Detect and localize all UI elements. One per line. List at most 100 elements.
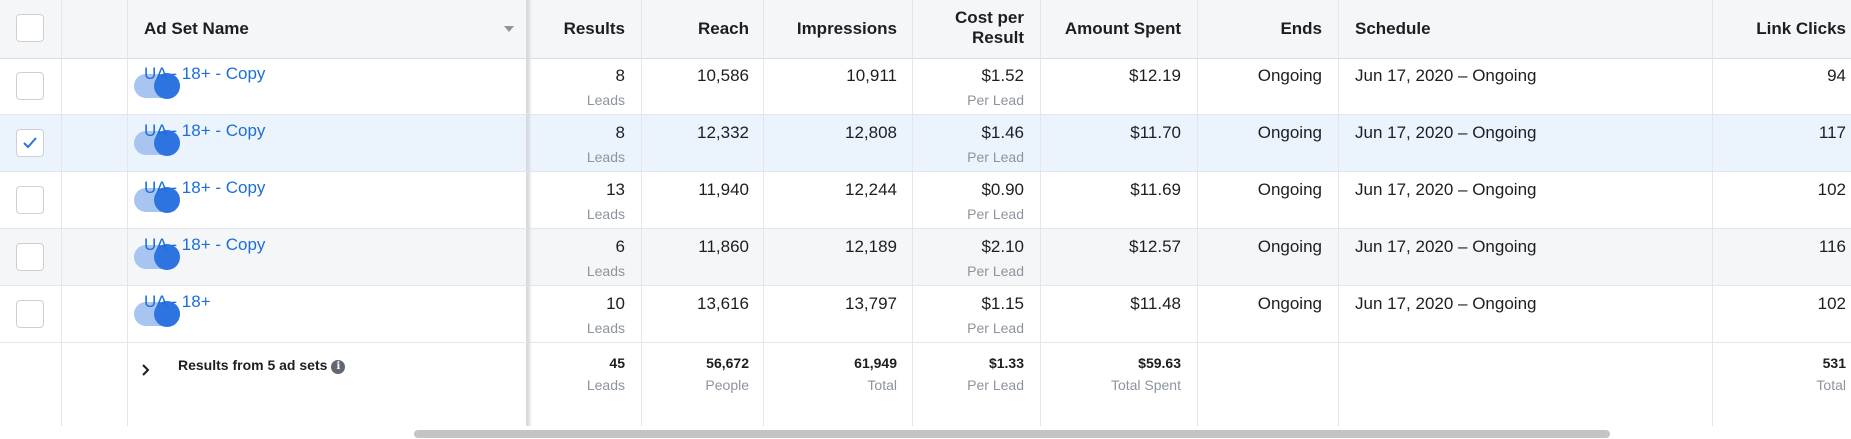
schedule-value: Jun 17, 2020 – Ongoing [1355,180,1537,199]
header-reach-label: Reach [697,19,749,38]
impressions-value: 12,244 [845,180,897,199]
header-ad-set-name[interactable]: Ad Set Name [128,0,528,58]
ends-value: Ongoing [1257,123,1322,142]
results-value: 10 [606,294,625,313]
header-ends-label: Ends [1280,19,1322,38]
reach-value: 10,586 [697,66,749,85]
results-unit: Leads [586,320,625,336]
amount-spent-value: $11.69 [1130,180,1181,199]
toggle-knob [154,130,180,156]
chevron-right-icon[interactable] [142,363,150,381]
impressions-value: 12,189 [845,237,897,256]
amount-spent-value: $11.48 [1130,294,1181,313]
reach-value: 11,860 [698,237,749,256]
chevron-down-icon[interactable] [504,26,514,32]
header-amount-spent[interactable]: Amount Spent [1041,0,1198,58]
amount-spent-value: $12.19 [1129,66,1181,85]
header-cost-per-result[interactable]: Cost per Result [913,0,1041,58]
row-checkbox[interactable] [16,243,44,271]
header-schedule[interactable]: Schedule [1339,0,1713,58]
row-checkbox[interactable] [16,300,44,328]
ad-set-toggle[interactable] [134,244,180,270]
table-header: Ad Set Name Results Reach Impressions Co… [0,0,1851,59]
schedule-value: Jun 17, 2020 – Ongoing [1355,237,1537,256]
summary-label-wrap: Results from 5 ad sets i [178,357,346,374]
summary-spent-unit: Total Spent [1110,377,1181,393]
ad-set-name-link[interactable]: UA - 18+ - Copy [144,178,266,197]
results-unit: Leads [586,206,625,222]
cost-per-result-unit: Per Lead [967,92,1024,108]
header-schedule-label: Schedule [1355,19,1431,38]
impressions-value: 13,797 [845,294,897,313]
header-impressions[interactable]: Impressions [764,0,913,58]
header-link-clicks-label: Link Clicks [1756,19,1846,38]
results-unit: Leads [586,92,625,108]
ad-set-toggle[interactable] [134,187,180,213]
cost-per-result-unit: Per Lead [967,206,1024,222]
summary-impressions-value: 61,949 [854,355,897,371]
table-row[interactable]: UA - 18+ 10 Leads 13,616 13,797 $1.15 Per … [0,286,1851,343]
schedule-value: Jun 17, 2020 – Ongoing [1355,294,1537,313]
reach-value: 13,616 [697,294,749,313]
info-icon[interactable]: i [331,360,346,374]
cost-per-result-value: $0.90 [981,180,1024,199]
header-toggle-cell [62,0,128,58]
link-clicks-value: 117 [1818,123,1846,142]
cost-per-result-value: $1.15 [981,294,1024,313]
ends-value: Ongoing [1257,237,1322,256]
toggle-knob [154,244,180,270]
header-ends[interactable]: Ends [1198,0,1339,58]
table-row[interactable]: UA - 18+ - Copy 8 Leads 12,332 12,808 $1.… [0,115,1851,172]
results-value: 8 [615,66,625,85]
link-clicks-value: 102 [1817,294,1846,313]
summary-clicks-unit: Total [1816,377,1846,393]
toggle-knob [154,187,180,213]
header-impressions-label: Impressions [796,19,897,38]
frozen-column-shadow [528,0,532,426]
toggle-knob [154,73,180,99]
select-all-checkbox[interactable] [16,14,44,42]
cost-per-result-value: $2.10 [981,237,1024,256]
cost-per-result-unit: Per Lead [967,263,1024,279]
summary-impressions-unit: Total [867,377,897,393]
toggle-knob [154,301,180,327]
ad-set-name-link[interactable]: UA - 18+ [144,292,211,311]
summary-results-unit: Leads [586,377,625,393]
ad-set-name-link[interactable]: UA - 18+ - Copy [144,64,266,83]
header-results-label: Results [563,19,625,38]
link-clicks-value: 102 [1817,180,1846,199]
ends-value: Ongoing [1257,294,1322,313]
ad-set-name-link[interactable]: UA - 18+ - Copy [144,121,266,140]
reach-value: 12,332 [697,123,749,142]
ad-set-name-link[interactable]: UA - 18+ - Copy [144,235,266,254]
table-row[interactable]: UA - 18+ - Copy 13 Leads 11,940 12,244 $0… [0,172,1851,229]
header-cost-per-result-label-line2: Result [972,28,1024,47]
results-value: 8 [615,123,625,142]
summary-reach-value: 56,672 [706,355,749,371]
summary-row: Results from 5 ad sets i 45 Leads 56,672 Pe… [0,343,1851,427]
row-checkbox[interactable] [16,129,44,157]
header-link-clicks[interactable]: Link Clicks [1713,0,1851,58]
row-checkbox[interactable] [16,186,44,214]
ad-set-toggle[interactable] [134,130,180,156]
horizontal-scrollbar-thumb[interactable] [414,430,1610,438]
summary-cost-value: $1.33 [988,355,1024,371]
table-row[interactable]: UA - 18+ - Copy 6 Leads 11,860 12,189 $2.… [0,229,1851,286]
cost-per-result-value: $1.46 [981,123,1024,142]
header-select-all-cell [0,0,62,58]
table-row[interactable]: UA - 18+ - Copy 8 Leads 10,586 10,911 $1.… [0,58,1851,115]
ad-set-toggle[interactable] [134,301,180,327]
schedule-value: Jun 17, 2020 – Ongoing [1355,66,1537,85]
header-reach[interactable]: Reach [642,0,764,58]
results-unit: Leads [586,263,625,279]
header-cost-per-result-label-line1: Cost per [955,8,1024,27]
schedule-value: Jun 17, 2020 – Ongoing [1355,123,1537,142]
cost-per-result-unit: Per Lead [967,149,1024,165]
link-clicks-value: 94 [1827,66,1846,85]
row-checkbox[interactable] [16,72,44,100]
amount-spent-value: $12.57 [1129,237,1181,256]
ends-value: Ongoing [1257,180,1322,199]
ad-set-toggle[interactable] [134,73,180,99]
header-ad-set-name-label: Ad Set Name [144,19,249,38]
header-results[interactable]: Results [530,0,642,58]
